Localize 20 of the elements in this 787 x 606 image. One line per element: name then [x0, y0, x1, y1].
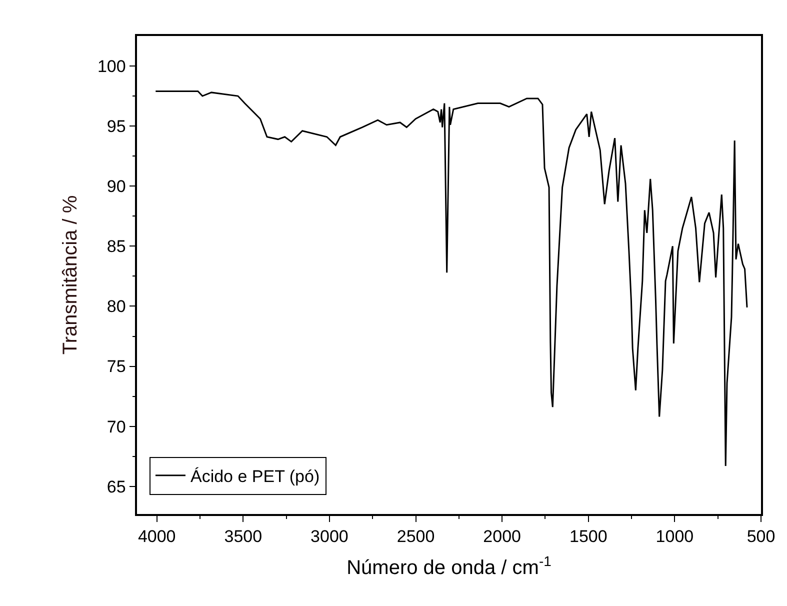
x-tick-label: 3500	[224, 527, 262, 546]
y-tick-label: 80	[106, 297, 126, 316]
x-tick-label: 2000	[483, 527, 521, 546]
y-tick-label: 65	[106, 477, 126, 496]
x-axis-title: Número de onda / cm$^{-1}$	[346, 552, 552, 580]
x-tick-label: 1000	[656, 527, 694, 546]
x-tick-label: 4000	[138, 527, 176, 546]
y-tick-label: 85	[106, 237, 126, 256]
legend-label: Ácido e PET (pó)	[190, 467, 320, 486]
y-tick-label: 95	[106, 117, 126, 136]
y-tick-label: 75	[106, 357, 126, 376]
y-tick-label: 70	[106, 417, 126, 436]
line-series	[154, 90, 748, 467]
y-axis-title: Transmitância / %	[59, 195, 82, 355]
x-tick-label: 1500	[569, 527, 608, 546]
x-tick-label: 3000	[310, 527, 348, 546]
x-tick-label: 2500	[396, 527, 435, 546]
x-tick-label: 500	[746, 527, 776, 546]
y-tick-label: 100	[97, 56, 126, 76]
y-tick-label: 90	[106, 177, 126, 196]
